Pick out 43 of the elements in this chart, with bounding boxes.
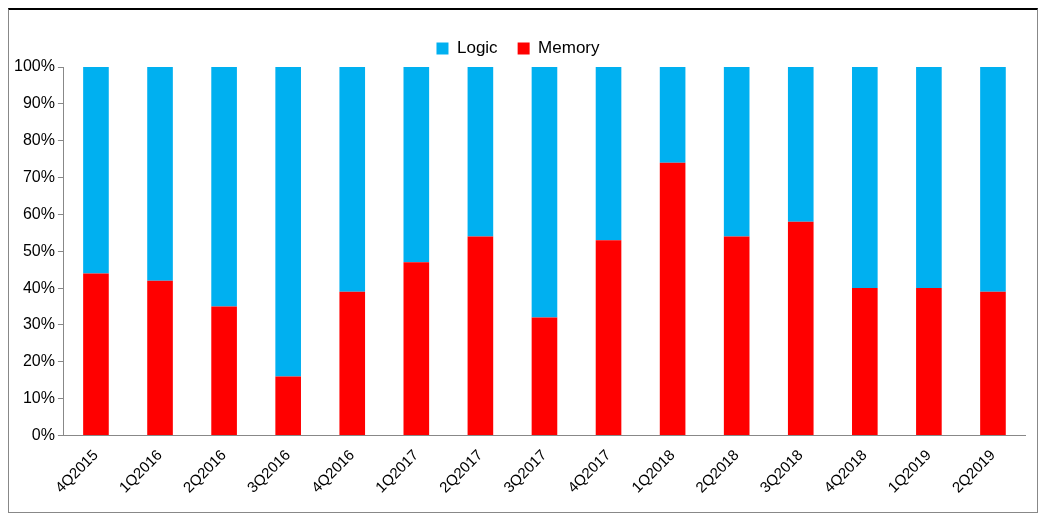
bar [467, 67, 494, 237]
bar [723, 67, 750, 237]
y-tick-label: 50% [22, 241, 55, 259]
y-tick-label: 70% [22, 167, 55, 185]
bar [916, 67, 942, 289]
bar [787, 67, 814, 222]
bar [531, 317, 558, 436]
bar [659, 162, 686, 436]
bar [83, 67, 109, 274]
bar [659, 67, 686, 163]
bar [980, 291, 1006, 436]
bar [211, 67, 237, 307]
y-tick-label: 90% [22, 94, 55, 112]
bar [916, 288, 942, 436]
y-tick-label: 10% [22, 389, 55, 407]
bar [852, 67, 878, 289]
bar [723, 236, 750, 436]
bar [980, 67, 1006, 292]
bar [339, 67, 366, 292]
bar [403, 262, 430, 436]
bar [595, 240, 622, 436]
bar [83, 273, 109, 436]
y-tick-label: 40% [22, 278, 55, 296]
y-tick-label: 80% [22, 131, 55, 149]
bar [852, 288, 878, 436]
bar [595, 67, 622, 241]
legend-label: Logic [456, 38, 499, 58]
bar [147, 67, 173, 281]
y-tick-label: 30% [22, 315, 55, 333]
y-tick-label: 100% [14, 57, 55, 75]
bar [339, 291, 366, 436]
bar [787, 221, 814, 436]
legend-label: Memory [538, 38, 601, 58]
bar [467, 236, 494, 436]
bar [147, 280, 173, 436]
bar [211, 306, 237, 436]
bar [531, 67, 558, 318]
y-tick-label: 60% [22, 204, 55, 222]
bar [403, 67, 430, 263]
y-tick-label: 20% [22, 352, 55, 370]
y-tick-label: 0% [31, 425, 55, 443]
bar [275, 376, 301, 436]
bar [275, 67, 301, 377]
